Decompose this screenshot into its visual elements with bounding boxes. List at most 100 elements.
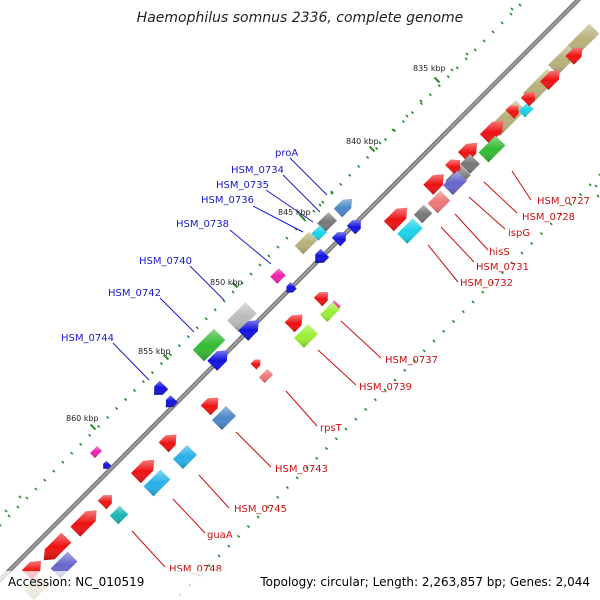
tick-row-upper-dot: [34, 487, 38, 491]
tick-row-upper-dot: [16, 505, 20, 509]
tick-dot: [405, 114, 409, 118]
cds-0744-blue2-shade: [165, 395, 178, 408]
cds-0738-mag-shade: [270, 268, 286, 284]
tick-row-lower-dot: [373, 398, 377, 402]
cds-0728-gray-shade: [460, 154, 480, 174]
leader-line: [252, 205, 304, 233]
cds-0734-shade: [317, 212, 337, 232]
tick-row-upper-dot: [276, 245, 280, 249]
cds-far-1-shade: [566, 23, 600, 57]
tick-row-upper-dot: [88, 433, 92, 437]
tick-row-lower-dot: [549, 222, 553, 226]
tick-row-lower-dot: [569, 202, 573, 206]
tick-dot: [18, 495, 22, 499]
cds-bl-red-shade: [70, 510, 97, 537]
leader-line: [289, 157, 328, 196]
leader-line: [198, 474, 230, 509]
tick-row-upper-dot: [366, 155, 370, 159]
tick-row-upper-dot: [79, 442, 83, 446]
leader-line: [468, 196, 506, 230]
tick-row-upper-dot: [52, 469, 56, 473]
cds-r2-shade: [540, 70, 560, 90]
tick-row-lower-dot: [295, 476, 299, 480]
tick-row-upper-dot: [419, 102, 423, 106]
tick-row-lower-dot: [451, 319, 456, 324]
map-title: Haemophilus somnus 2336, complete genome: [137, 10, 464, 26]
tick-row-lower-dot: [422, 349, 426, 353]
tick-row-lower-dot: [559, 212, 563, 216]
tick-row-upper-dot: [500, 21, 504, 25]
cds-0742-blue-shade: [207, 350, 228, 371]
tick-row-upper-dot: [7, 514, 11, 518]
tick-row-upper-dot: [0, 523, 2, 527]
cds-green-ispG-shade: [478, 135, 506, 163]
genome-info-text: Topology: circular; Length: 2,263,857 bp…: [259, 575, 590, 589]
cds-0732-cyan-shade: [397, 218, 423, 244]
major-tick: [298, 213, 306, 221]
tick-row-upper-dot: [123, 397, 128, 402]
tick-dot: [594, 184, 598, 188]
scale-label-845: 845 kbp: [278, 208, 311, 217]
cds-r4-shade: [505, 105, 519, 119]
tick-row-upper-dot: [383, 137, 388, 142]
scale-label-855: 855 kbp: [138, 347, 171, 356]
tick-row-lower-dot: [510, 261, 514, 265]
tick-row-upper-dot: [213, 308, 217, 312]
tick-row-lower-dot: [461, 310, 465, 314]
cds-860-mag-shade: [90, 446, 102, 458]
major-tick: [89, 423, 97, 431]
tick-row-upper-dot: [70, 451, 74, 455]
cds-0745-red-shade: [158, 434, 177, 453]
scale-label-840: 840 kbp: [346, 137, 379, 146]
cds-0748-teal-shade: [109, 505, 129, 525]
tick-row-lower-dot: [237, 534, 241, 538]
tick-row-upper-dot: [231, 290, 235, 294]
leader-line: [340, 320, 382, 359]
gene-label-HSM_0740: HSM_0740: [139, 256, 192, 267]
leader-line: [427, 244, 459, 283]
leader-line: [131, 530, 166, 568]
tick-row-upper-dot: [482, 39, 486, 43]
tick-dot: [391, 128, 395, 132]
tick-row-upper-dot: [410, 111, 414, 115]
tick-row-upper-dot: [177, 344, 181, 348]
tick-row-upper-dot: [141, 380, 145, 384]
tick-row-upper-dot: [339, 182, 343, 186]
cds-0738-blue-shade: [286, 282, 297, 293]
tick-row-upper-dot: [509, 12, 513, 16]
tick-row-lower-dot: [305, 466, 309, 470]
leader-line: [483, 181, 518, 214]
tick-row-lower-dot: [285, 486, 289, 490]
tick-row-upper-dot: [43, 478, 47, 482]
tick-row-upper-dot: [428, 93, 432, 97]
tick-row-lower-dot: [403, 368, 407, 372]
tick-row-lower-dot: [491, 280, 495, 284]
cds-0735-blue-shade: [331, 232, 346, 247]
gene-label-HSM_0748: HSM_0748: [169, 564, 222, 575]
tick-row-upper-dot: [312, 209, 316, 213]
tick-dot: [318, 203, 322, 207]
cds-guaA-red-shade: [130, 459, 155, 484]
cds-0727-red-shade: [423, 174, 444, 195]
tick-row-lower-dot: [266, 505, 270, 509]
leader-line: [265, 189, 314, 223]
gene-label-ispG: ispG: [508, 228, 530, 239]
cds-0743-steel-shade: [212, 406, 236, 430]
major-tick: [368, 145, 376, 153]
accession-text: Accession: NC_010519: [8, 575, 144, 589]
tick-row-upper-dot: [455, 66, 459, 70]
cds-0735-cyan-shade: [311, 225, 327, 241]
tick-row-upper-dot: [25, 496, 29, 500]
tick-row-upper-dot: [437, 84, 441, 88]
gene-label-rpsT: rpsT: [320, 423, 343, 434]
cds-guaA-sky-shade: [143, 469, 171, 497]
tick-row-upper-dot: [195, 326, 199, 330]
gene-label-HSM_0743: HSM_0743: [275, 464, 328, 475]
cds-0737-lime-shade: [320, 302, 340, 322]
tick-row-lower-dot: [383, 388, 387, 392]
cds-0732-gray-shade: [413, 204, 433, 224]
tick-row-lower-dot: [227, 544, 231, 548]
gene-label-proA: proA: [275, 148, 298, 159]
tick-marks: [0, 3, 600, 597]
